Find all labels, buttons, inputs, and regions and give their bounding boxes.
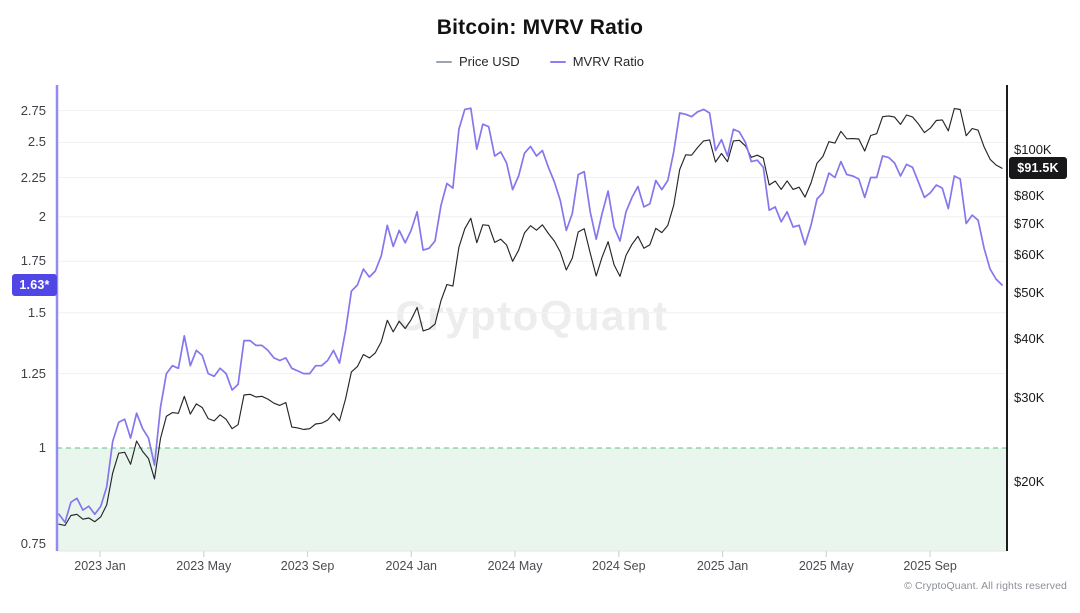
left-axis-tick-label: 1.5: [27, 304, 46, 320]
copyright-note: © CryptoQuant. All rights reserved: [904, 580, 1067, 592]
x-axis-tick-label: 2023 Sep: [280, 559, 335, 573]
right-axis-tick-label: $100K: [1014, 142, 1052, 157]
right-axis-tick-label: $30K: [1014, 390, 1045, 406]
below-one-region: [57, 448, 1007, 551]
x-axis-tick-label: 2025 Jan: [696, 559, 749, 573]
x-axis-tick-label: 2024 Jan: [385, 559, 437, 573]
left-axis-tick-label: 1.75: [20, 253, 46, 269]
legend-item-price-usd[interactable]: Price USD: [436, 54, 520, 69]
left-axis-tick-label: 2: [38, 208, 46, 224]
legend-label-price-usd: Price USD: [459, 54, 520, 69]
left-axis-tick-label: 2.25: [20, 169, 46, 185]
chart-title: Bitcoin: MVRV Ratio: [436, 16, 644, 39]
x-axis-tick-label: 2024 Sep: [592, 559, 646, 573]
x-axis-tick-label: 2023 Jan: [74, 559, 126, 573]
legend: Price USD MVRV Ratio: [0, 54, 1080, 69]
legend-label-mvrv-ratio: MVRV Ratio: [572, 54, 644, 69]
price-line: [58, 108, 1003, 527]
right-axis-tick-label: $70K: [1014, 215, 1045, 231]
mvrv-line: [58, 107, 1003, 524]
x-axis-tick-label: 2024 May: [487, 559, 543, 573]
x-axis-tick-label: 2025 May: [798, 559, 854, 573]
price-usd-legend-dash-icon: [436, 60, 452, 63]
x-axis-tick-label: 2025 Sep: [903, 559, 957, 573]
right-axis-tick-label: $80K: [1014, 188, 1045, 204]
left-axis-tick-label: 2.75: [20, 102, 46, 118]
mvrv-ratio-legend-dash-icon: [549, 60, 566, 63]
x-axis-tick-label: 2023 May: [176, 559, 232, 573]
left-axis-tick-label: 2.5: [27, 134, 46, 150]
mvrv-current-value-badge: 1.63*: [12, 274, 57, 296]
left-axis-tick-label: 1: [38, 440, 46, 455]
legend-item-mvrv-ratio[interactable]: MVRV Ratio: [549, 54, 644, 69]
right-axis-tick-label: $40K: [1014, 331, 1045, 347]
price-current-value-badge: $91.5K: [1009, 157, 1067, 179]
right-axis-tick-label: $50K: [1014, 284, 1045, 300]
right-axis-tick-label: $60K: [1014, 247, 1045, 263]
left-axis-tick-label: 0.75: [20, 535, 46, 551]
left-axis-tick-label: 1.25: [20, 365, 46, 381]
right-axis-tick-label: $20K: [1014, 474, 1045, 489]
